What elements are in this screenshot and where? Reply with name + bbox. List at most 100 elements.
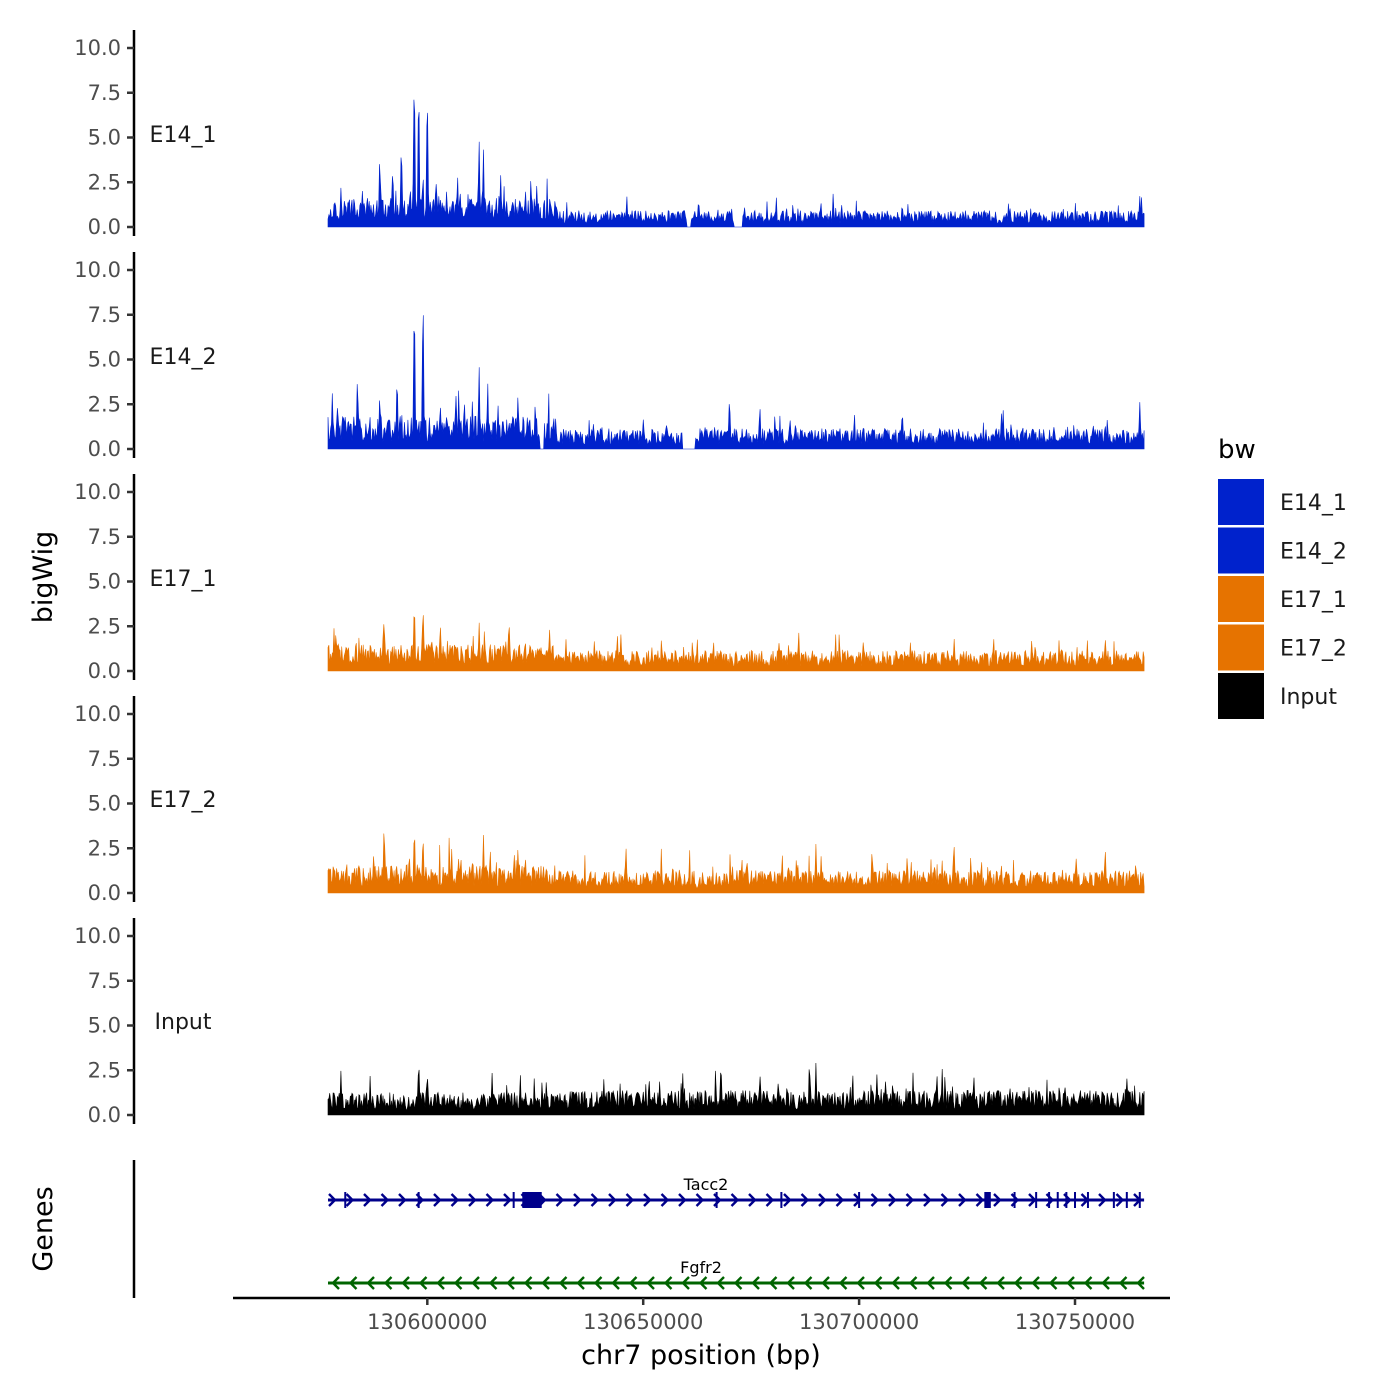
strand-arrow <box>468 1193 477 1207</box>
strand-arrow <box>573 1193 582 1207</box>
x-axis-title: chr7 position (bp) <box>581 1340 821 1371</box>
strand-arrow <box>681 1276 690 1290</box>
strand-arrow <box>975 1193 985 1207</box>
y-tick-label: 5.0 <box>88 126 121 150</box>
y-tick-label: 7.5 <box>88 81 121 105</box>
track-label-e14-1: E14_1 <box>150 123 217 148</box>
strand-arrow <box>996 1276 1005 1290</box>
strand-arrow <box>716 1276 725 1290</box>
signal-area <box>327 833 1145 894</box>
y-tick-label: 0.0 <box>88 437 121 461</box>
x-tick-label: 130600000 <box>367 1310 487 1334</box>
genes-axis-title: Genes <box>28 1186 59 1271</box>
strand-arrow <box>488 1276 498 1290</box>
signal-area <box>327 615 1145 672</box>
strand-arrow <box>838 1276 848 1290</box>
y-tick-label: 7.5 <box>88 525 121 549</box>
legend-title: bw <box>1218 435 1256 465</box>
strand-arrow <box>485 1193 495 1207</box>
track-panel-input: 0.0 2.5 5.0 7.5 10.0 Input <box>74 918 1145 1127</box>
strand-arrow <box>593 1276 603 1290</box>
y-tick-label: 5.0 <box>88 792 121 816</box>
strand-arrow <box>383 1276 393 1290</box>
strand-arrow <box>506 1276 515 1290</box>
strand-arrow <box>821 1276 830 1290</box>
strand-arrow <box>418 1276 428 1290</box>
exon-mark <box>858 1192 861 1208</box>
strand-arrow <box>768 1276 778 1290</box>
strand-arrow <box>923 1193 932 1207</box>
strand-arrow <box>503 1193 512 1207</box>
legend-swatch <box>1218 527 1264 574</box>
strand-arrow <box>1115 1193 1125 1207</box>
exon-mark <box>1112 1192 1115 1208</box>
y-tick-label: 10.0 <box>74 702 121 726</box>
strand-arrow <box>1098 1193 1107 1207</box>
exon-mark <box>1065 1192 1068 1208</box>
strand-arrow <box>1031 1276 1040 1290</box>
y-tick-label: 10.0 <box>74 480 121 504</box>
strand-arrow <box>401 1276 410 1290</box>
genes-panel: Genes Tacc2 Fgfr2 130600000 130650000 1307… <box>28 1160 1170 1371</box>
y-tick-label: 5.0 <box>88 1014 121 1038</box>
strand-arrow <box>576 1276 585 1290</box>
strand-arrow <box>800 1193 810 1207</box>
legend-label: E17_2 <box>1280 637 1347 662</box>
x-ticks: 130600000 130650000 130700000 130750000 <box>367 1298 1135 1334</box>
y-tick-label: 10.0 <box>74 924 121 948</box>
strand-arrow <box>523 1276 533 1290</box>
signal-area-e14-1 <box>327 99 1145 228</box>
legend: bw E14_1 E14_2 E17_1 E17_2 Input <box>1218 435 1347 719</box>
strand-arrow <box>698 1276 708 1290</box>
y-tick-label: 2.5 <box>88 392 121 416</box>
x-tick-label: 130650000 <box>583 1310 703 1334</box>
strand-arrow <box>558 1276 568 1290</box>
track-panel-e14-2: 0.0 2.5 5.0 7.5 10.0 E14_2 <box>74 252 1145 461</box>
strand-arrow <box>1028 1193 1037 1207</box>
strand-arrow <box>1136 1276 1145 1290</box>
exon-mark <box>1056 1192 1059 1208</box>
legend-swatch <box>1218 479 1264 525</box>
strand-arrow <box>471 1276 480 1290</box>
y-ticks: 0.0 2.5 5.0 7.5 10.0 <box>74 36 134 239</box>
exon-mark <box>1048 1192 1051 1208</box>
strand-arrow <box>541 1276 550 1290</box>
strand-arrow <box>891 1276 900 1290</box>
exon-block <box>522 1192 542 1208</box>
strand-arrow <box>450 1193 460 1207</box>
strand-arrow <box>380 1193 390 1207</box>
strand-arrow <box>733 1276 743 1290</box>
gene-label-tacc2: Tacc2 <box>683 1175 729 1194</box>
strand-arrow <box>1101 1276 1110 1290</box>
strand-arrow <box>908 1276 918 1290</box>
strand-arrow <box>803 1276 813 1290</box>
y-ticks: 0.0 2.5 5.0 7.5 10.0 <box>74 258 134 461</box>
strand-arrow <box>940 1193 950 1207</box>
strand-arrow <box>695 1193 705 1207</box>
strand-arrow <box>835 1193 845 1207</box>
y-tick-label: 7.5 <box>88 969 121 993</box>
strand-arrow <box>783 1193 792 1207</box>
y-axis-title: bigWig <box>28 531 59 624</box>
y-tick-label: 10.0 <box>74 258 121 282</box>
strand-arrow <box>625 1193 635 1207</box>
strand-arrow <box>663 1276 673 1290</box>
signal-area <box>327 315 1145 450</box>
strand-arrow <box>628 1276 638 1290</box>
strand-arrow <box>608 1193 617 1207</box>
strand-arrow <box>1013 1276 1023 1290</box>
y-ticks: 0.0 2.5 5.0 7.5 10.0 <box>74 480 134 683</box>
legend-label: E17_1 <box>1280 588 1347 613</box>
strand-arrow <box>328 1193 337 1207</box>
strand-arrow <box>1118 1276 1128 1290</box>
exon-mark <box>780 1192 783 1208</box>
signal-area-e14-2 <box>327 315 1145 450</box>
track-label-e17-1: E17_1 <box>150 567 217 592</box>
y-tick-label: 0.0 <box>88 1103 121 1127</box>
y-tick-label: 0.0 <box>88 215 121 239</box>
strand-arrow <box>590 1193 600 1207</box>
exon-mark <box>1074 1192 1077 1208</box>
y-tick-label: 10.0 <box>74 36 121 60</box>
signal-area-e17-1 <box>327 615 1145 672</box>
y-tick-label: 2.5 <box>88 1058 121 1082</box>
